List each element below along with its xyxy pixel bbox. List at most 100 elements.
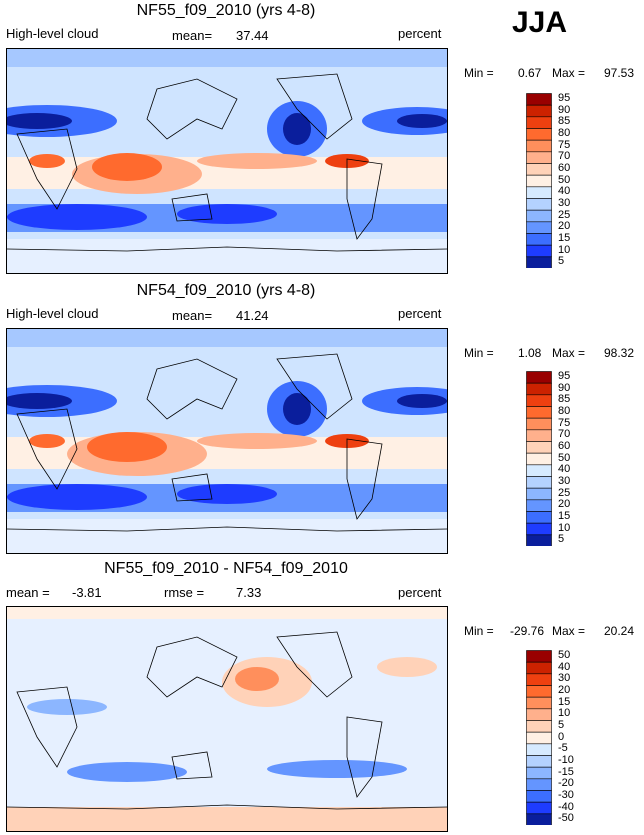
panel1-colorbar-label: 25 [558,208,571,221]
panel1-colorbar-swatch [526,163,552,176]
panel2-colorbar-label: 5 [558,533,565,546]
panel2-colorbar-label: 15 [558,509,571,522]
panel1-colorbar-swatch [526,139,552,153]
panel1-colorbar-swatch [526,198,552,211]
panel3-colorbar-label: -5 [558,742,568,755]
panel2-colorbar-label: 75 [558,416,571,429]
panel3-colorbar-swatch [526,708,552,721]
panel2-colorbar-swatch [526,522,552,536]
panel3-map-svg [7,607,447,831]
panel2-colorbar-label: 25 [558,486,571,499]
panel2-arctic-band [7,329,447,347]
panel2-colorbar-swatch [526,452,552,466]
panel1-map [6,48,448,274]
panel1-mean-label: mean= [172,28,213,43]
panel3-colorbar-label: -30 [558,788,574,801]
panel3-units: percent [398,585,442,600]
panel3-colorbar-label: 50 [558,648,571,661]
panel3-colorbar-label: -50 [558,812,574,825]
panel2-colorbar-swatch [526,394,552,407]
panel2-colorbar-label: 10 [558,521,571,534]
panel3-colorbar-label: -15 [558,765,574,778]
panel3-rmse-value: 7.33 [236,585,262,600]
panel1-antarctic-band [7,239,447,273]
panel1-colorbar-swatch [526,128,552,141]
panel3-colorbar-swatch [526,650,552,663]
panel2-region-n-atlantic-west-core [397,394,447,408]
panel1-colorbar-swatch [526,116,552,129]
panel1-region-n-pacific-core [283,113,311,145]
panel2-colorbar-svg [526,371,552,547]
panel1-colorbar-label: 60 [558,161,571,174]
panel1-units: percent [398,26,442,41]
panel1-colorbar-label: 30 [558,196,571,209]
panel1-region-n-atlantic-west-core [397,114,447,128]
panel3-colorbar-swatch [526,731,552,745]
panel2-max-value: 98.32 [604,346,635,360]
panel3-coastline-north-america [276,631,353,698]
panel1-coastline-africa [16,128,78,210]
panel1-colorbar-label: 20 [558,220,571,233]
panel1-colorbar-swatch [526,93,552,106]
panel2-antarctic-band [7,519,447,553]
panel3-colorbar-labels: 50 40 30 20 15 10 5 0 -5 -10 -15 -20 -30 -40 -50 [558,648,598,825]
panel2-colorbar-label: 70 [558,428,571,441]
panel2-colorbar-swatch [526,464,552,477]
panel2-colorbar-label: 85 [558,393,571,406]
panel3-region-s-indian-negative [67,762,187,782]
panel3-coastline-asia [146,636,238,698]
panel3-colorbar [526,650,552,826]
panel3-arctic-band [7,607,447,619]
panel3-colorbar-label: 5 [558,718,565,731]
panel3-min-label: Min = [464,624,494,638]
panel1-colorbar-swatch [526,151,552,164]
panel3-colorbar-swatch [526,813,552,826]
panel2-mean-label: mean= [172,308,213,323]
panel3-region-n-atlantic-positive [377,657,437,677]
panel3-max-label: Max = [552,624,586,638]
panel1-max-label: Max = [552,66,586,80]
panel2-colorbar-swatch [526,511,552,524]
panel3-colorbar-label: 0 [558,730,565,743]
panel3-map [6,606,448,832]
panel2-coastline-asia [146,358,238,420]
panel1-colorbar-label: 90 [558,103,571,116]
panel3-colorbar-swatch [526,743,552,756]
panel2-coastline-africa [16,408,78,490]
panel1-colorbar-label: 80 [558,126,571,139]
panel3-coastline-south-america [346,716,383,798]
panel1-coastline-south-america [346,158,383,240]
panel2-colorbar [526,371,552,547]
panel1-arctic-band [7,49,447,67]
panel1-colorbar [526,93,552,269]
panel1-colorbar-label: 95 [558,91,571,104]
panel2-min-label: Min = [464,346,494,360]
panel1-variable-label: High-level cloud [6,26,99,41]
panel1-coastline-australia [171,193,213,222]
panel1-colorbar-label: 10 [558,243,571,256]
panel1-mean-value: 37.44 [236,28,269,43]
panel2-region-n-pacific-core [283,393,311,425]
panel1-colorbar-label: 85 [558,115,571,128]
panel3-colorbar-label: 40 [558,660,571,673]
panel3-colorbar-swatch [526,755,552,768]
panel3-coastline-antarctica [7,804,447,810]
panel2-colorbar-swatch [526,406,552,419]
panel3-antarctic-band [7,807,447,831]
panel2-mean-value: 41.24 [236,308,269,323]
panel2-colorbar-label: 80 [558,404,571,417]
panel2-colorbar-swatch [526,441,552,454]
panel3-colorbar-svg [526,650,552,826]
panel3-min-value: -29.76 [510,624,545,638]
panel2-coastline-australia [171,473,213,502]
panel2-colorbar-label: 60 [558,439,571,452]
panel2-colorbar-labels: 95 90 85 80 75 70 60 50 40 30 25 20 15 10 5 [558,370,598,546]
panel2-colorbar-swatch [526,487,552,501]
panel2-variable-label: High-level cloud [6,306,99,321]
panel2-colorbar-swatch [526,417,552,431]
season-label: JJA [512,6,568,39]
panel2-colorbar-label: 30 [558,474,571,487]
panel1-colorbar-swatch [526,233,552,246]
panel2-colorbar-label: 20 [558,498,571,511]
panel1-colorbar-swatch [526,256,552,269]
